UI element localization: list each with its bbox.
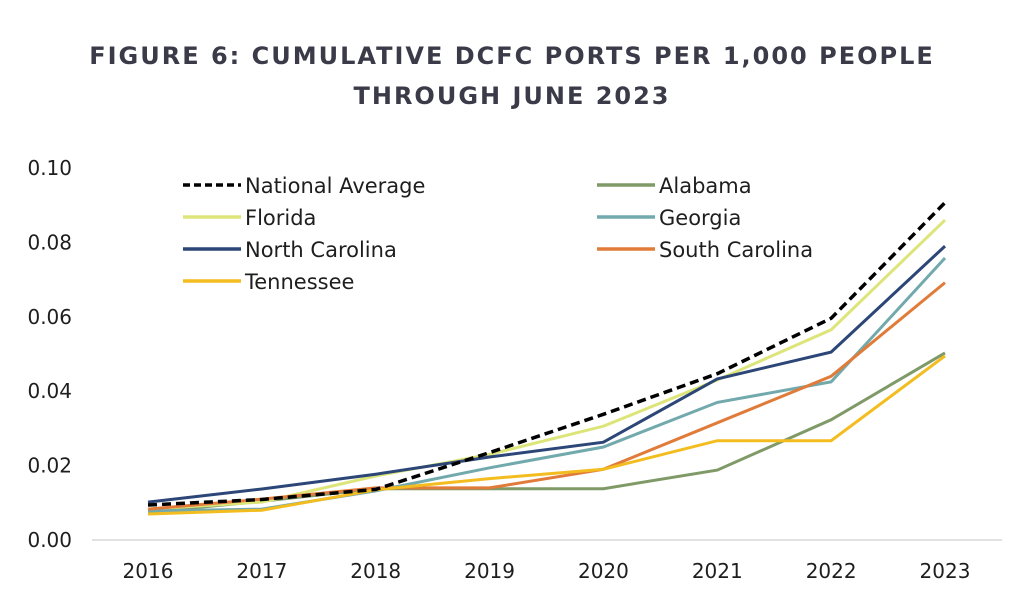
legend-label: South Carolina (659, 238, 813, 262)
x-tick-label: 2016 (123, 559, 174, 583)
x-tick-label: 2017 (236, 559, 287, 583)
y-tick-label: 0.02 (27, 454, 72, 478)
chart-title: FIGURE 6: CUMULATIVE DCFC PORTS PER 1,00… (0, 36, 1024, 116)
legend-label: National Average (245, 174, 425, 198)
x-tick-label: 2020 (578, 559, 629, 583)
legend-item-south-carolina: South Carolina (597, 238, 813, 262)
legend-item-north-carolina: North Carolina (183, 238, 397, 262)
x-tick-label: 2022 (806, 559, 857, 583)
y-tick-label: 0.10 (27, 156, 72, 180)
series-layer (147, 201, 947, 516)
x-tick-label: 2019 (464, 559, 515, 583)
legend-label: Georgia (659, 206, 741, 230)
y-tick-label: 0.00 (27, 528, 72, 552)
legend-label: Alabama (659, 174, 752, 198)
legend-label: Florida (245, 206, 316, 230)
x-axis: 2016 2017 2018 2019 2020 2021 2022 2023 (123, 559, 971, 583)
y-axis: 0.00 0.02 0.04 0.06 0.08 0.10 (27, 156, 72, 552)
legend-item-georgia: Georgia (597, 206, 741, 230)
y-tick-label: 0.08 (27, 230, 72, 254)
legend-label: North Carolina (245, 238, 397, 262)
legend: National Average Alabama Florida Georgia Nor… (183, 174, 813, 294)
series-line-north-carolina (147, 245, 947, 504)
x-tick-label: 2021 (692, 559, 743, 583)
legend-item-tennessee: Tennessee (183, 270, 354, 294)
legend-item-national-average: National Average (183, 174, 425, 198)
chart-title-line-2: THROUGH JUNE 2023 (353, 82, 671, 110)
legend-item-florida: Florida (183, 206, 316, 230)
series-line-national-average (147, 201, 947, 507)
y-tick-label: 0.04 (27, 379, 72, 403)
legend-label: Tennessee (244, 270, 354, 294)
series-line-tennessee (147, 354, 946, 516)
chart-title-line-1: FIGURE 6: CUMULATIVE DCFC PORTS PER 1,00… (89, 42, 935, 70)
y-tick-label: 0.06 (27, 305, 72, 329)
x-tick-label: 2018 (350, 559, 401, 583)
series-line-florida (147, 219, 947, 511)
legend-item-alabama: Alabama (597, 174, 752, 198)
x-tick-label: 2023 (920, 559, 971, 583)
